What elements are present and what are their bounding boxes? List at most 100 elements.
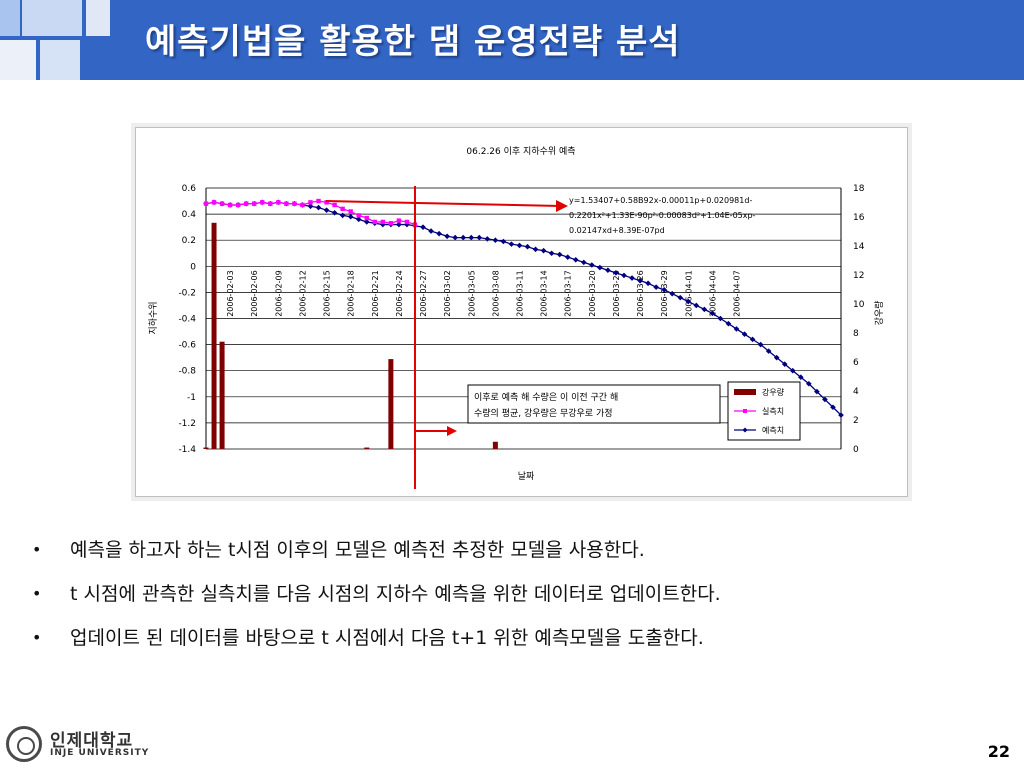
x-tick-label: 2006-02-03 xyxy=(226,270,235,317)
y-right-tick-label: 16 xyxy=(853,213,865,223)
equation-text: y=1.53407+0.58B92x-0.00011p+0.020981d- xyxy=(569,196,752,205)
bullet-item: • 업데이트 된 데이터를 바탕으로 t 시점에서 다음 t+1 위한 예측모델… xyxy=(30,618,1010,662)
predicted-point xyxy=(629,275,635,281)
x-tick-label: 2006-03-05 xyxy=(467,270,476,317)
y-right-tick-label: 2 xyxy=(853,416,859,426)
predicted-point xyxy=(765,348,772,354)
y-right-tick-label: 10 xyxy=(853,300,865,310)
observed-point xyxy=(211,200,217,205)
x-tick-label: 2006-03-26 xyxy=(636,270,645,317)
x-tick-label: 2006-04-01 xyxy=(684,270,693,317)
bullet-dot: • xyxy=(32,540,42,559)
predicted-point xyxy=(548,250,555,257)
observed-point xyxy=(364,215,369,221)
y-left-tick-label: 0.4 xyxy=(182,210,197,220)
predicted-point xyxy=(363,219,370,225)
bullet-text: 예측을 하고자 하는 t시점 이후의 모델은 예측전 추정한 모델을 사용한다. xyxy=(70,539,645,561)
slide-title: 예측기법을 활용한 댐 운영전략 분석 xyxy=(145,22,681,62)
chart-title: 06.2.26 이후 지하수위 예측 xyxy=(466,146,575,157)
y-left-tick-label: -1.4 xyxy=(178,445,196,455)
legend-label: 실측치 xyxy=(762,406,784,416)
rain-bar xyxy=(219,341,225,449)
rain-bar xyxy=(388,359,394,449)
observed-point xyxy=(324,200,329,205)
bullet-item: • t 시점에 관측한 실측치를 다음 시점의 지하수 예측을 위한 데이터로 … xyxy=(30,574,1010,618)
x-tick-label: 2006-04-04 xyxy=(708,270,717,317)
equation-text: 0.2201x²+1.33E-90p²-0.00083d²+1.04E-05xp… xyxy=(569,211,756,220)
decor-square xyxy=(0,40,36,80)
decor-square xyxy=(86,0,110,36)
predicted-point xyxy=(476,234,483,241)
logo-subtitle: INJE UNIVERSITY xyxy=(50,748,150,758)
y-right-tick-label: 4 xyxy=(853,387,859,397)
predicted-point xyxy=(444,233,450,240)
predicted-point xyxy=(677,294,684,301)
y-right-tick-label: 6 xyxy=(853,358,859,368)
predicted-point xyxy=(741,331,748,337)
observed-point xyxy=(268,201,273,206)
bottom-arrow-head xyxy=(446,426,457,436)
predicted-point xyxy=(564,254,571,260)
predicted-point xyxy=(540,247,547,254)
x-tick-label: 2006-03-08 xyxy=(491,270,500,317)
predicted-point xyxy=(428,228,434,234)
rain-bar xyxy=(364,447,370,449)
rain-bar xyxy=(492,441,498,449)
equation-text: 0.02147xd+8.39E-07pd xyxy=(569,226,665,235)
predicted-point xyxy=(468,234,475,241)
observed-point xyxy=(396,218,402,223)
y-left-tick-label: 0.2 xyxy=(182,236,196,246)
predicted-point xyxy=(315,204,322,211)
legend-swatch-rain xyxy=(734,389,756,395)
y-left-tick-label: -1.2 xyxy=(178,419,196,429)
predicted-point xyxy=(452,234,458,241)
x-tick-label: 2006-04-07 xyxy=(733,270,742,317)
predicted-point xyxy=(725,320,732,327)
x-axis-label: 날짜 xyxy=(518,471,535,482)
decor-square xyxy=(0,0,20,36)
logo-name: 인제대학교 xyxy=(50,731,134,751)
groundwater-chart: 06.2.26 이후 지하수위 예측 날짜 지하수위 강우량 0.6 0.4 0.2… xyxy=(148,146,885,489)
y-left-tick-label: -0.2 xyxy=(178,288,196,298)
predicted-point xyxy=(798,374,804,381)
x-tick-label: 2006-02-24 xyxy=(395,270,404,317)
y-left-tick-label: -0.8 xyxy=(178,367,196,377)
predicted-point xyxy=(789,367,796,374)
predicted-point xyxy=(685,298,692,305)
x-tick-label: 2006-02-27 xyxy=(419,270,428,317)
y-right-tick-label: 0 xyxy=(853,445,859,455)
x-tick-label: 2006-02-12 xyxy=(298,270,307,317)
annotation-text: 수량의 평균, 강우량은 무강우로 가정 xyxy=(474,407,613,419)
predicted-point xyxy=(347,213,354,220)
predicted-point xyxy=(613,270,619,276)
predicted-point xyxy=(460,234,467,241)
x-tick-label: 2006-02-09 xyxy=(274,270,283,317)
bullet-item: • 예측을 하고자 하는 t시점 이후의 모델은 예측전 추정한 모델을 사용한… xyxy=(30,530,1010,574)
predicted-point xyxy=(524,243,531,250)
predicted-point xyxy=(661,286,667,293)
university-logo: 인제대학교 INJE UNIVERSITY xyxy=(6,724,176,764)
predicted-point xyxy=(733,326,740,332)
predicted-point xyxy=(597,264,603,271)
predicted-point xyxy=(532,246,539,253)
predicted-point xyxy=(822,396,828,403)
observed-point xyxy=(332,202,337,208)
legend-marker-observed xyxy=(743,409,747,413)
predicted-point xyxy=(645,280,651,287)
bullet-text: 업데이트 된 데이터를 바탕으로 t 시점에서 다음 t+1 위한 예측모델을 … xyxy=(70,627,704,649)
legend-label: 강우량 xyxy=(762,387,785,397)
chart-frame: 06.2.26 이후 지하수위 예측 날짜 지하수위 강우량 0.6 0.4 0.2… xyxy=(135,127,908,497)
y-right-tick-label: 8 xyxy=(853,329,859,339)
observed-point xyxy=(227,202,233,208)
predicted-point xyxy=(653,284,659,290)
rain-bar xyxy=(203,447,209,449)
observed-point xyxy=(284,201,289,206)
predicted-point xyxy=(516,242,523,249)
rain-bar xyxy=(211,222,217,449)
observed-point xyxy=(235,202,241,208)
predicted-point xyxy=(508,241,515,247)
predicted-point xyxy=(436,230,442,237)
x-tick-label: 2006-03-23 xyxy=(612,270,621,317)
predicted-point xyxy=(589,262,595,268)
predicted-point xyxy=(701,306,708,313)
